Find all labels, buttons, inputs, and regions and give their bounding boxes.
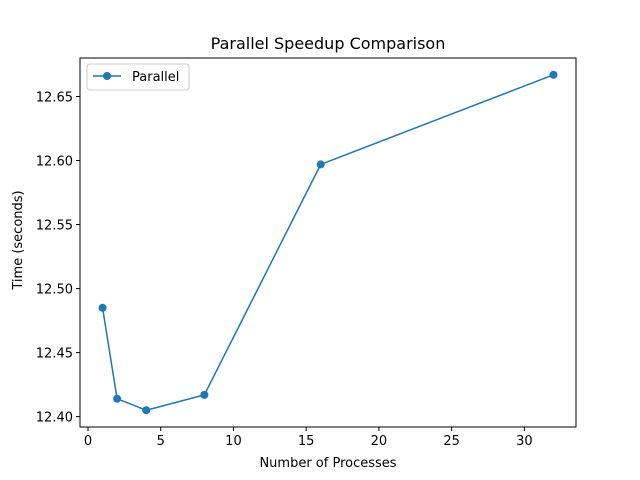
y-tick-label: 12.45 <box>36 347 73 362</box>
data-point <box>142 406 151 415</box>
data-point <box>98 303 107 312</box>
x-tick-label: 10 <box>225 434 242 449</box>
data-point <box>113 394 122 403</box>
x-tick-label: 0 <box>84 434 92 449</box>
series-layer <box>98 70 558 415</box>
y-tick-label: 12.65 <box>36 91 73 106</box>
y-tick-label: 12.50 <box>36 283 73 298</box>
y-tick-label: 12.40 <box>36 411 73 426</box>
y-tick-label: 12.60 <box>36 155 73 170</box>
x-tick-label: 20 <box>371 434 388 449</box>
y-axis-ticks: 12.40 12.45 12.50 12.55 12.60 12.65 <box>36 91 80 426</box>
y-axis-label: Time (seconds) <box>11 190 26 290</box>
legend: Parallel <box>86 63 190 91</box>
x-tick-label: 25 <box>443 434 460 449</box>
x-axis-label: Number of Processes <box>259 456 396 471</box>
series-line-parallel <box>101 74 554 411</box>
legend-box <box>86 63 190 91</box>
x-tick-label: 5 <box>157 434 165 449</box>
legend-label-parallel: Parallel <box>132 70 179 85</box>
data-point <box>316 160 325 169</box>
x-axis-ticks: 0 5 10 15 20 25 30 <box>84 427 533 449</box>
data-point <box>200 390 209 399</box>
plot-frame <box>79 57 577 428</box>
chart-title: Parallel Speedup Comparison <box>211 34 446 53</box>
legend-marker-parallel <box>103 72 111 80</box>
y-tick-label: 12.55 <box>36 219 73 234</box>
x-tick-label: 15 <box>298 434 315 449</box>
data-point <box>549 70 558 79</box>
x-tick-label: 30 <box>516 434 533 449</box>
